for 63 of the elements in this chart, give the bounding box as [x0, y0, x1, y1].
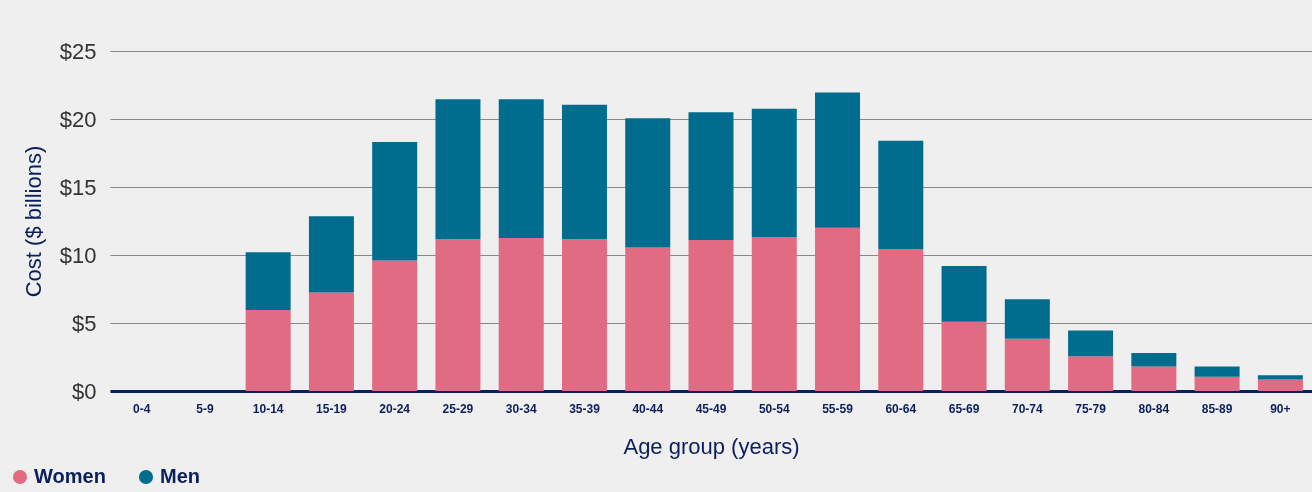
bar — [941, 265, 987, 322]
x-tick-label: 10-14 — [252, 401, 284, 416]
x-tick-label: 20-24 — [379, 401, 411, 416]
bar — [308, 216, 354, 293]
x-tick-label: 60-64 — [885, 401, 917, 416]
bar — [372, 142, 418, 261]
x-tick-label: 0-4 — [132, 401, 151, 416]
bar — [561, 104, 607, 240]
bar — [1194, 376, 1240, 391]
y-tick-label: $5 — [72, 310, 97, 336]
bar — [688, 240, 734, 391]
x-tick-label: 15-19 — [316, 401, 348, 416]
bar — [1131, 366, 1177, 391]
bar — [688, 112, 734, 241]
bar — [245, 310, 291, 391]
x-tick-label: 70-74 — [1011, 401, 1043, 416]
y-axis-title: Cost ($ billions) — [20, 145, 46, 298]
y-tick-label: $0 — [72, 378, 97, 404]
x-tick-label: 55-59 — [822, 401, 854, 416]
bar — [372, 260, 418, 391]
bar — [498, 238, 544, 391]
x-tick-label: 45-49 — [695, 401, 727, 416]
y-tick-label: $15 — [59, 174, 97, 200]
y-tick-label: $20 — [59, 106, 97, 132]
x-tick-label: 50-54 — [758, 401, 790, 416]
x-tick-label: 90+ — [1270, 401, 1291, 416]
bar — [1194, 366, 1240, 377]
x-tick-label: 75-79 — [1075, 401, 1107, 416]
legend-label: Men — [160, 465, 200, 487]
bar — [308, 292, 354, 391]
bar — [625, 118, 671, 248]
y-tick-label: $10 — [59, 242, 97, 268]
bar — [941, 321, 987, 391]
x-tick-label: 65-69 — [948, 401, 980, 416]
bar — [878, 248, 924, 391]
bar — [751, 108, 797, 238]
bar — [1257, 375, 1303, 380]
bar — [815, 227, 861, 391]
legend-label: Women — [34, 465, 106, 487]
bar — [815, 92, 861, 228]
bar — [435, 99, 481, 240]
bar — [1004, 338, 1050, 391]
bar — [561, 239, 607, 391]
bar — [1068, 356, 1114, 391]
bar — [878, 140, 924, 249]
bar — [1004, 299, 1050, 339]
bar — [498, 99, 544, 238]
x-tick-label: 40-44 — [632, 401, 664, 416]
bar — [1131, 352, 1177, 367]
x-tick-label: 80-84 — [1138, 401, 1170, 416]
x-tick-label: 35-39 — [569, 401, 601, 416]
x-tick-label: 25-29 — [442, 401, 474, 416]
bar — [1257, 379, 1303, 391]
x-tick-label: 30-34 — [505, 401, 537, 416]
x-tick-label: 85-89 — [1201, 401, 1233, 416]
bar — [625, 247, 671, 391]
bar — [245, 252, 291, 311]
bar — [751, 237, 797, 391]
bar — [1068, 330, 1114, 357]
bar — [435, 239, 481, 391]
y-tick-label: $25 — [59, 38, 97, 64]
x-tick-label: 5-9 — [196, 401, 214, 416]
x-axis-title: Age group (years) — [623, 433, 800, 459]
